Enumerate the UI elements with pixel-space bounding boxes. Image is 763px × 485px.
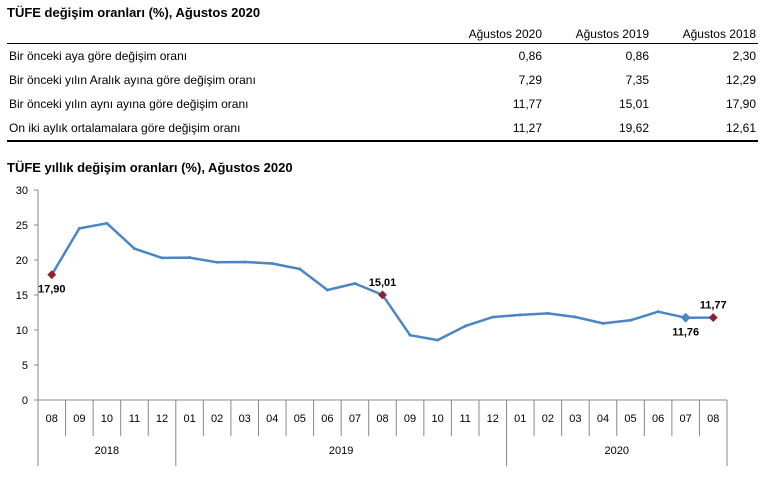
table-header-row: Ağustos 2020 Ağustos 2019 Ağustos 2018 <box>7 24 758 44</box>
table-cell: 19,62 <box>544 116 651 142</box>
x-tick-label: 09 <box>73 413 85 425</box>
table-cell: 15,01 <box>618 97 649 111</box>
table-cell: 11,77 <box>512 97 542 111</box>
table-cell: 12,29 <box>725 73 756 87</box>
table-header-cell: Ağustos 2020 <box>437 24 544 44</box>
data-point <box>518 313 522 317</box>
table-cell: 0,86 <box>625 49 649 63</box>
y-tick-label: 5 <box>22 360 28 372</box>
table-cell: 2,30 <box>732 49 756 63</box>
data-point <box>353 281 357 285</box>
data-point <box>215 260 219 264</box>
data-label: 15,01 <box>369 277 397 289</box>
data-point <box>656 310 660 314</box>
x-tick-label: 07 <box>349 413 361 425</box>
x-tick-label: 12 <box>156 413 168 425</box>
table-cell: 7,29 <box>518 73 542 87</box>
x-tick-label: 05 <box>624 413 636 425</box>
data-point <box>463 324 467 328</box>
x-tick-label: 03 <box>239 413 251 425</box>
x-tick-label: 02 <box>542 413 554 425</box>
row-label: Bir önceki aya göre değişim oranı <box>9 49 188 63</box>
table-title: TÜFE değişim oranları (%), Ağustos 2020 <box>7 5 261 20</box>
year-label: 2019 <box>329 445 353 457</box>
row-label: On iki aylık ortalamalara göre değişim o… <box>7 116 437 142</box>
data-marker <box>47 270 57 280</box>
data-point <box>298 267 302 271</box>
chart-title: TÜFE yıllık değişim oranları (%), Ağusto… <box>7 160 293 175</box>
x-tick-label: 08 <box>376 413 388 425</box>
x-tick-label: 11 <box>129 413 140 425</box>
data-point <box>408 333 412 337</box>
data-point <box>546 311 550 315</box>
data-point <box>105 221 109 225</box>
table-cell: 17,90 <box>725 97 756 111</box>
table-header-cell: Ağustos 2019 <box>544 24 651 44</box>
data-point <box>188 256 192 260</box>
x-tick-label: 10 <box>101 413 113 425</box>
x-tick-label: 04 <box>597 413 609 425</box>
table-row: Bir önceki yılın Aralık ayına göre değiş… <box>7 68 758 92</box>
table-header-cell: Ağustos 2018 <box>651 24 758 44</box>
x-tick-label: 01 <box>514 413 526 425</box>
data-label: 11,76 <box>672 327 699 339</box>
table-row: On iki aylık ortalamalara göre değişim o… <box>7 116 758 142</box>
data-point <box>325 288 329 292</box>
table-row: Bir önceki yılın aynı ayına göre değişim… <box>7 92 758 116</box>
x-tick-label: 06 <box>652 413 664 425</box>
rates-table: Ağustos 2020 Ağustos 2019 Ağustos 2018 B… <box>7 24 758 142</box>
x-tick-label: 06 <box>321 413 333 425</box>
y-tick-label: 25 <box>16 220 28 232</box>
x-tick-label: 08 <box>707 413 719 425</box>
row-label: Bir önceki yılın Aralık ayına göre değiş… <box>9 73 256 87</box>
table-cell: 11,27 <box>437 116 544 142</box>
y-tick-label: 30 <box>16 185 28 197</box>
data-point <box>132 247 136 251</box>
y-tick-label: 15 <box>16 290 28 302</box>
data-point <box>243 260 247 264</box>
table-cell: 12,61 <box>651 116 758 142</box>
x-tick-label: 08 <box>46 413 58 425</box>
x-tick-label: 03 <box>569 413 581 425</box>
x-tick-label: 05 <box>294 413 306 425</box>
table-row: Bir önceki aya göre değişim oranı 0,86 0… <box>7 44 758 69</box>
data-point <box>270 262 274 265</box>
data-point <box>573 315 577 319</box>
data-point <box>160 256 164 260</box>
x-tick-label: 09 <box>404 413 416 425</box>
x-tick-label: 12 <box>487 413 499 425</box>
table-cell: 0,86 <box>518 49 542 63</box>
x-tick-label: 02 <box>211 413 223 425</box>
data-point <box>491 315 495 319</box>
x-tick-label: 04 <box>266 413 278 425</box>
y-tick-label: 20 <box>16 255 28 267</box>
x-tick-label: 07 <box>680 413 692 425</box>
data-point <box>629 318 633 322</box>
year-label: 2020 <box>605 445 629 457</box>
data-point <box>601 321 605 325</box>
year-label: 2018 <box>95 445 119 457</box>
row-label: Bir önceki yılın aynı ayına göre değişim… <box>9 97 249 111</box>
data-point <box>77 226 81 230</box>
data-marker-prev <box>680 312 691 323</box>
x-tick-label: 11 <box>459 413 470 425</box>
data-marker <box>708 313 718 323</box>
data-marker <box>377 290 388 300</box>
y-tick-label: 10 <box>16 325 28 337</box>
data-point <box>436 338 440 342</box>
table-cell: 7,35 <box>625 73 649 87</box>
x-tick-label: 10 <box>431 413 443 425</box>
data-label: 11,77 <box>700 300 727 312</box>
table-header-blank <box>7 24 437 44</box>
y-tick-label: 0 <box>22 395 28 407</box>
data-label: 17,90 <box>38 284 66 296</box>
x-tick-label: 01 <box>183 413 195 425</box>
